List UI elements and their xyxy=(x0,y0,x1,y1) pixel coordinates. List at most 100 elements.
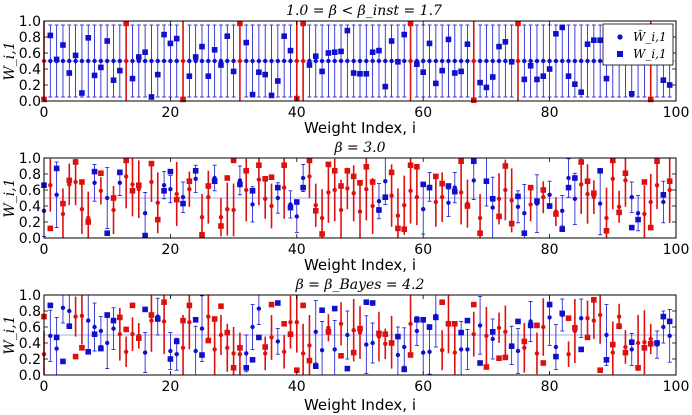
estimate-point xyxy=(281,58,287,64)
true-weight-point xyxy=(180,200,186,207)
estimate-point xyxy=(560,208,565,213)
estimate-point xyxy=(515,204,521,209)
true-weight-point xyxy=(104,230,110,236)
true-weight-point xyxy=(325,329,332,335)
estimate-point xyxy=(547,192,552,197)
true-weight-point xyxy=(376,47,382,54)
panel-1-frame xyxy=(43,20,677,102)
true-weight-point xyxy=(192,54,199,60)
panel-2-title: β = 3.0 xyxy=(334,140,386,156)
true-weight-point xyxy=(268,92,275,99)
true-weight-point xyxy=(205,183,212,189)
panel-3-ticks xyxy=(43,294,677,376)
estimate-point xyxy=(199,215,205,220)
estimate-point xyxy=(528,319,533,324)
panel-3-xtick-80: 80 xyxy=(541,379,559,395)
panel-1-xtick-60: 60 xyxy=(414,105,432,121)
true-weight-point xyxy=(470,97,477,103)
estimate-point xyxy=(48,183,53,188)
true-weight-point xyxy=(616,209,622,216)
panel-2-ytick-0.0: 0.0 xyxy=(19,231,41,247)
estimate-point xyxy=(661,324,666,330)
estimate-point xyxy=(180,58,186,64)
true-weight-point xyxy=(559,24,566,31)
estimate-point xyxy=(79,207,85,212)
estimate-point xyxy=(654,183,660,188)
true-weight-point xyxy=(369,300,376,306)
estimate-point xyxy=(490,58,495,64)
true-weight-point xyxy=(357,71,363,77)
true-weight-point xyxy=(439,67,445,74)
true-weight-point xyxy=(578,159,584,165)
estimate-point xyxy=(522,345,527,350)
true-weight-point xyxy=(445,36,452,43)
true-weight-point xyxy=(496,355,502,361)
legend-box xyxy=(602,23,674,66)
estimate-point xyxy=(522,58,527,64)
estimate-point xyxy=(610,350,615,355)
panel-1-ytick-0.6: 0.6 xyxy=(19,46,41,62)
panel-2-xlabel: Weight Index, i xyxy=(304,256,416,274)
true-weight-point xyxy=(60,200,66,207)
estimate-point xyxy=(307,58,312,64)
true-weight-point xyxy=(85,349,92,355)
true-weight-point xyxy=(319,231,325,237)
estimate-point xyxy=(604,332,609,338)
true-weight-point xyxy=(199,352,205,358)
estimate-point xyxy=(642,340,647,345)
true-weight-point xyxy=(218,62,224,68)
estimate-point xyxy=(553,344,559,350)
true-weight-point xyxy=(72,353,79,360)
true-weight-point xyxy=(66,177,73,184)
estimate-point xyxy=(484,58,489,64)
true-weight-point xyxy=(199,43,205,50)
estimate-point xyxy=(123,349,129,354)
true-weight-point xyxy=(565,315,572,321)
estimate-point xyxy=(534,58,540,64)
estimate-point xyxy=(60,305,66,310)
true-weight-point xyxy=(47,32,54,39)
estimate-point xyxy=(629,347,634,352)
true-weight-point xyxy=(338,48,344,55)
estimate-point xyxy=(187,58,192,64)
true-weight-point xyxy=(502,354,509,361)
estimate-point xyxy=(566,352,571,357)
true-weight-point xyxy=(458,68,464,75)
estimate-point xyxy=(111,58,116,64)
estimate-point xyxy=(111,326,116,331)
estimate-point xyxy=(307,343,312,348)
true-weight-point xyxy=(300,302,306,309)
true-weight-point xyxy=(470,301,477,308)
estimate-point xyxy=(92,324,97,330)
true-weight-point xyxy=(243,365,250,371)
panel-3-ylabel: W_i,1 xyxy=(2,315,18,354)
panel-3-xtick-60: 60 xyxy=(414,379,432,395)
estimate-point xyxy=(496,58,502,64)
estimate-point xyxy=(395,352,401,358)
panel-1-xlabel: Weight Index, i xyxy=(304,119,416,137)
true-weight-point xyxy=(559,310,566,317)
estimate-point xyxy=(402,203,407,208)
true-weight-point xyxy=(382,83,389,90)
true-weight-point xyxy=(647,224,654,231)
true-weight-point xyxy=(167,168,174,175)
true-weight-point xyxy=(628,91,635,97)
panel-3-xtick-100: 100 xyxy=(663,379,690,395)
estimate-point xyxy=(421,58,426,64)
estimate-point xyxy=(604,215,609,221)
estimate-point xyxy=(237,58,243,64)
true-weight-point xyxy=(534,76,540,83)
panel-2-marks xyxy=(41,157,676,239)
true-weight-point xyxy=(281,33,287,39)
estimate-point xyxy=(345,332,350,338)
estimate-point xyxy=(547,58,552,64)
true-weight-point xyxy=(294,199,300,205)
true-weight-point xyxy=(483,84,490,91)
true-weight-point xyxy=(98,64,104,71)
estimate-point xyxy=(338,58,344,64)
estimate-point xyxy=(414,195,420,200)
estimate-point xyxy=(635,211,641,216)
estimate-point xyxy=(616,314,622,319)
true-weight-point xyxy=(401,226,408,232)
true-weight-point xyxy=(654,340,660,346)
